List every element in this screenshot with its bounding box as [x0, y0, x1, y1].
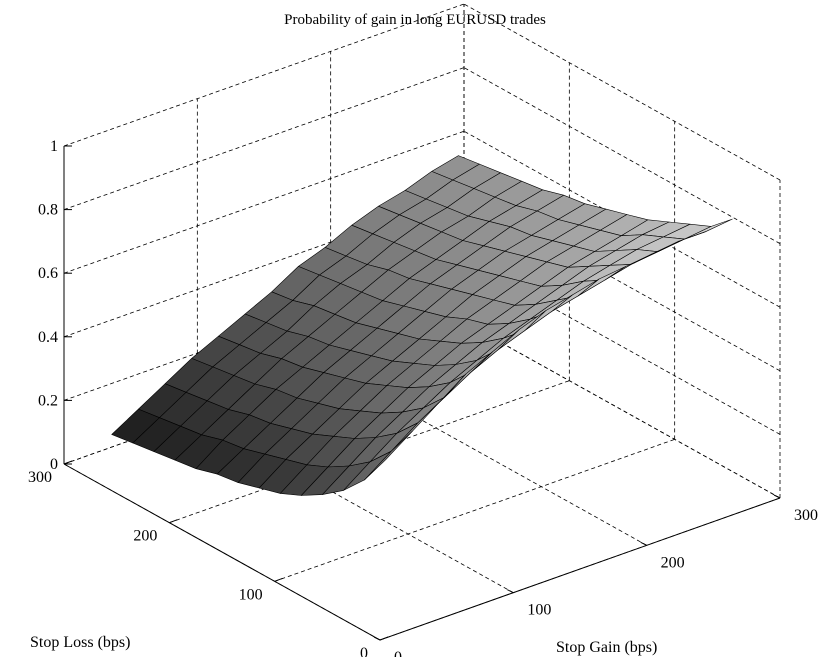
- z-tick-label: 0.6: [38, 265, 58, 282]
- z-tick-label: 1: [50, 138, 58, 155]
- surface-mesh: [111, 155, 733, 496]
- x-tick-label: 300: [794, 507, 818, 524]
- side-wall-grid-line: [463, 67, 781, 244]
- y-tick-mark: [63, 460, 73, 465]
- chart-title: Probability of gain in long EURUSD trade…: [284, 12, 546, 28]
- tick-labels: 00.20.40.60.8101002003000100200300: [28, 138, 818, 662]
- y-tick-label: 0: [360, 645, 368, 657]
- x-tick-label: 0: [394, 649, 402, 657]
- y-tick-mark: [274, 577, 283, 582]
- y-tick-label: 300: [28, 469, 52, 486]
- back-wall-grid-line: [63, 3, 465, 147]
- floor-grid-line: [274, 438, 675, 582]
- axes: [63, 145, 781, 641]
- back-wall-grid-line: [63, 130, 465, 274]
- x-tick-mark: [640, 541, 647, 546]
- surface-face: [364, 430, 413, 481]
- z-tick-label: 0.8: [38, 202, 58, 219]
- z-tick-label: 0.2: [38, 392, 58, 409]
- z-tick-label: 0.4: [38, 329, 58, 346]
- z-tick-label: 0: [50, 456, 58, 473]
- x-tick-mark: [373, 636, 381, 641]
- back-wall-grid-line: [63, 67, 465, 210]
- y-tick-mark: [379, 636, 389, 641]
- x-tick-mark: [773, 494, 781, 499]
- y-axis-line: [63, 463, 381, 641]
- side-wall-grid-line: [463, 3, 781, 181]
- y-axis-label: Stop Loss (bps): [30, 634, 130, 651]
- side-wall-grid-line: [463, 321, 781, 499]
- x-tick-label: 100: [527, 602, 551, 619]
- x-tick-label: 200: [661, 554, 685, 571]
- floor-grid-line: [463, 321, 781, 499]
- x-tick-mark: [507, 589, 514, 594]
- y-tick-label: 100: [239, 586, 263, 603]
- y-tick-label: 200: [133, 528, 157, 545]
- y-tick-mark: [169, 519, 178, 524]
- side-wall-grid-line: [463, 130, 781, 308]
- x-axis-label: Stop Gain (bps): [556, 639, 657, 656]
- x-axis-line: [379, 497, 781, 641]
